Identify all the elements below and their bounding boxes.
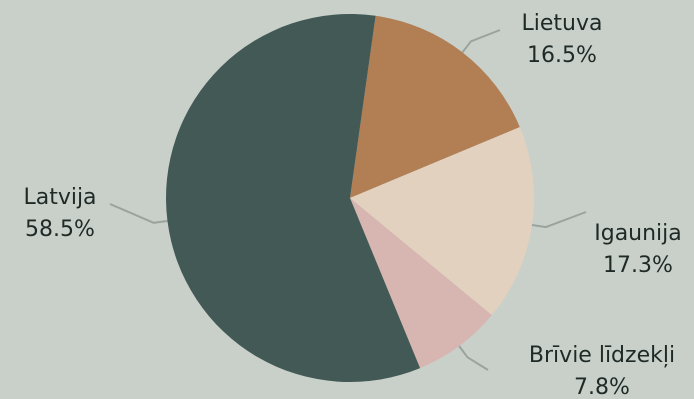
slice-label-brivie-name: Brīvie līdzekļi xyxy=(529,343,675,368)
leader-lines xyxy=(109,29,587,371)
pie-slice-igaunija xyxy=(350,127,535,316)
pie-slice-lietuva xyxy=(350,15,520,199)
leader-line-brivie-lidzekli xyxy=(458,345,489,371)
slice-label-latvija-value: 58.5% xyxy=(25,217,95,242)
slice-label-igaunija-value: 17.3% xyxy=(603,253,673,278)
slice-label-latvija-name: Latvija xyxy=(23,185,96,210)
pie-slice-brivie-lidzekli xyxy=(350,198,492,369)
leader-line-lietuva xyxy=(461,29,501,54)
leader-line-igaunija xyxy=(531,211,587,229)
pie-slices xyxy=(166,13,535,382)
leader-line-latvija xyxy=(109,203,168,224)
slice-label-lietuva-value: 16.5% xyxy=(527,43,597,68)
slice-label-brivie-value: 7.8% xyxy=(574,375,630,399)
slice-label-lietuva-name: Lietuva xyxy=(522,11,603,36)
pie-slice-latvija xyxy=(166,13,421,382)
slice-label-igaunija-name: Igaunija xyxy=(594,221,682,246)
